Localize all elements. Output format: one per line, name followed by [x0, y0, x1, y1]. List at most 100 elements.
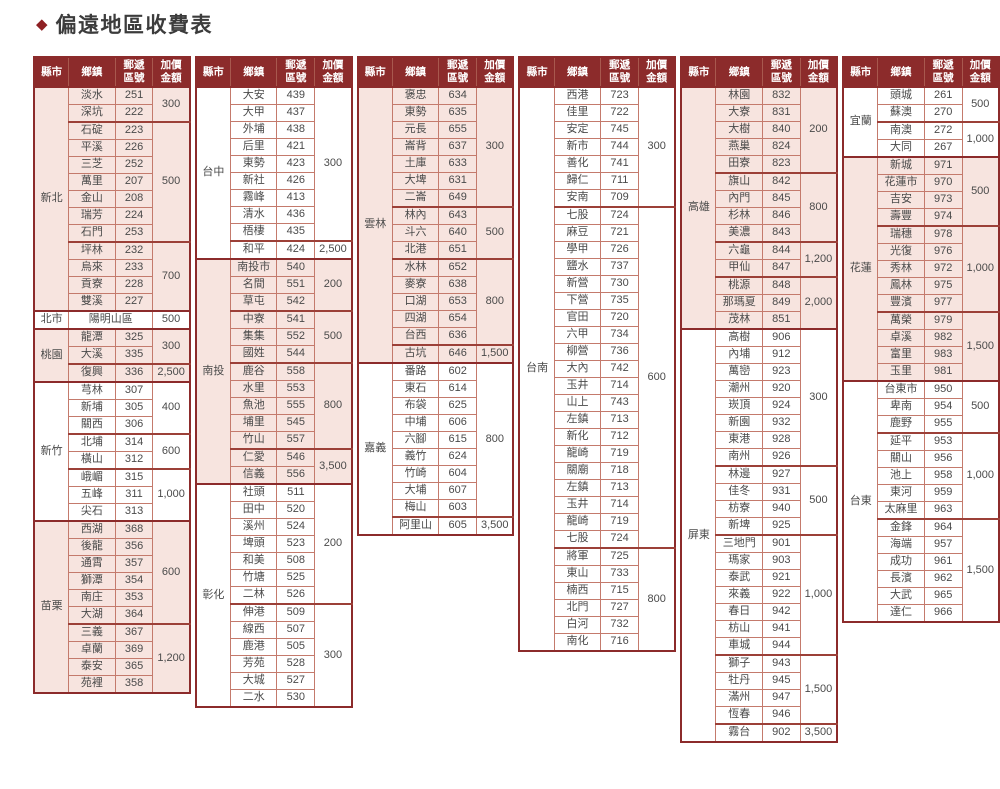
column-header-surcharge: 加價金額 — [799, 56, 838, 88]
zipcode-cell: 844 — [761, 241, 801, 260]
table-row: 那瑪夏 849 — [681, 294, 837, 312]
zipcode-cell: 956 — [923, 450, 963, 468]
table-row: 瑞穗 978 1,000 — [843, 225, 1000, 313]
township-cell: 卓溪 — [877, 329, 925, 347]
township-cell: 元長 — [391, 121, 440, 139]
column-header-township: 鄉鎮 — [391, 56, 440, 88]
zipcode-cell: 725 — [600, 547, 639, 566]
township-cell: 東勢 — [229, 155, 278, 173]
column-header-label: 鄉鎮 — [566, 65, 588, 78]
surcharge-cell: 500 — [799, 465, 838, 536]
township-cell: 佳冬 — [715, 483, 763, 501]
township-cell: 東山 — [553, 565, 602, 583]
township-cell: 橫山 — [68, 451, 116, 470]
township-cell: 北埔 — [68, 433, 116, 452]
zipcode-cell: 615 — [438, 431, 478, 449]
table-row: 新園 932 — [681, 414, 837, 432]
table-row: 中埔 606 — [358, 414, 514, 432]
township-cell: 壽豐 — [877, 208, 925, 227]
zipcode-cell: 509 — [276, 603, 316, 622]
surcharge-cell: 1,500 — [476, 344, 514, 364]
township-cell: 枋寮 — [715, 500, 763, 518]
zipcode-cell: 423 — [276, 155, 316, 173]
zipcode-cell: 957 — [923, 536, 963, 554]
surcharge-cell: 1,500 — [799, 654, 838, 725]
table-row: 玉井 714 — [519, 496, 675, 514]
township-cell: 峨嵋 — [68, 468, 116, 487]
township-cell: 桃源 — [715, 276, 763, 295]
table-row: 左鎮 713 — [519, 479, 675, 497]
zipcode-cell: 336 — [114, 363, 154, 383]
zipcode-cell: 523 — [276, 535, 316, 553]
table-row: 石門 253 — [34, 224, 190, 243]
table-row: 玉里 981 — [843, 363, 999, 382]
column-header-label: 鄉鎮 — [243, 65, 265, 78]
zipcode-cell: 724 — [600, 206, 639, 225]
table-row: 古坑 646 1,500 — [358, 344, 514, 364]
table-row: 楠西 715 — [519, 582, 675, 600]
zipcode-cell: 945 — [761, 672, 801, 690]
township-cell: 瑪家 — [715, 552, 763, 570]
table-row: 牡丹 945 — [681, 672, 837, 690]
township-cell: 大同 — [877, 139, 925, 158]
table-row: 龍崎 719 — [519, 445, 675, 463]
township-cell: 西湖 — [68, 520, 116, 539]
zipcode-cell: 633 — [438, 155, 478, 173]
table-row: 卓溪 982 — [843, 329, 999, 347]
surcharge-cell: 400 — [152, 381, 191, 435]
column-header-label: 加價金額 — [807, 59, 829, 84]
table-row: 霧峰 413 — [196, 189, 352, 207]
surcharge-cell: 500 — [152, 121, 191, 243]
zipcode-cell: 649 — [438, 189, 478, 208]
surcharge-cell: 2,000 — [799, 276, 838, 330]
township-cell: 苑裡 — [68, 675, 116, 694]
township-cell: 大寮 — [715, 104, 763, 122]
table-row: 鹿谷 558 800 — [196, 362, 353, 450]
township-cell: 梧棲 — [229, 223, 278, 242]
table-row: 苗栗 西湖 368 600 — [33, 520, 191, 694]
zipcode-cell: 966 — [923, 604, 963, 623]
zipcode-cell: 709 — [600, 189, 639, 208]
zipcode-cell: 602 — [438, 362, 478, 381]
table-row: 吉安 973 — [843, 191, 999, 209]
township-cell: 麻豆 — [553, 224, 602, 242]
zipcode-cell: 824 — [761, 138, 801, 156]
zipcode-cell: 722 — [600, 104, 639, 122]
table-row: 鳳林 975 — [843, 277, 999, 295]
zipcode-cell: 545 — [276, 414, 316, 432]
township-cell: 新埤 — [715, 517, 763, 536]
surcharge-cell: 500 — [152, 310, 191, 330]
table-row: 海端 957 — [843, 536, 999, 554]
column-header-label: 郵遞區號 — [770, 59, 792, 84]
table-row: 坪林 232 700 — [34, 241, 191, 312]
township-cell: 新社 — [229, 172, 278, 190]
zipcode-cell: 653 — [438, 293, 478, 311]
table-row: 內埔 912 — [681, 346, 837, 364]
table-row: 伸港 509 300 — [196, 603, 353, 708]
township-cell: 國姓 — [229, 345, 278, 364]
table-row: 左鎮 713 — [519, 411, 675, 429]
table-row: 通霄 357 — [34, 555, 190, 573]
zipcode-cell: 927 — [761, 465, 801, 484]
zipcode-cell: 604 — [438, 465, 478, 483]
table-row: 卓蘭 369 — [34, 641, 190, 659]
table-row: 鹿野 955 — [843, 415, 999, 434]
zipcode-cell: 635 — [438, 104, 478, 122]
table-row: 茂林 851 — [681, 311, 837, 330]
column-header-label: 加價金額 — [322, 59, 344, 84]
township-cell: 安南 — [553, 189, 602, 208]
surcharge-cell: 300 — [152, 86, 191, 123]
zipcode-cell: 357 — [114, 555, 154, 573]
township-cell: 梅山 — [391, 499, 440, 518]
township-cell: 龍崎 — [553, 513, 602, 531]
table-row: 麥寮 638 — [358, 276, 514, 294]
zipcode-cell: 636 — [438, 327, 478, 346]
surcharge-cell: 600 — [152, 520, 191, 625]
township-cell: 安定 — [553, 121, 602, 139]
zipcode-cell: 325 — [114, 328, 154, 347]
zipcode-cell: 737 — [600, 258, 639, 276]
zipcode-cell: 226 — [114, 139, 154, 157]
township-cell: 瑞芳 — [68, 207, 116, 225]
table-row: 玉井 714 — [519, 377, 675, 395]
township-cell: 竹崎 — [391, 465, 440, 483]
